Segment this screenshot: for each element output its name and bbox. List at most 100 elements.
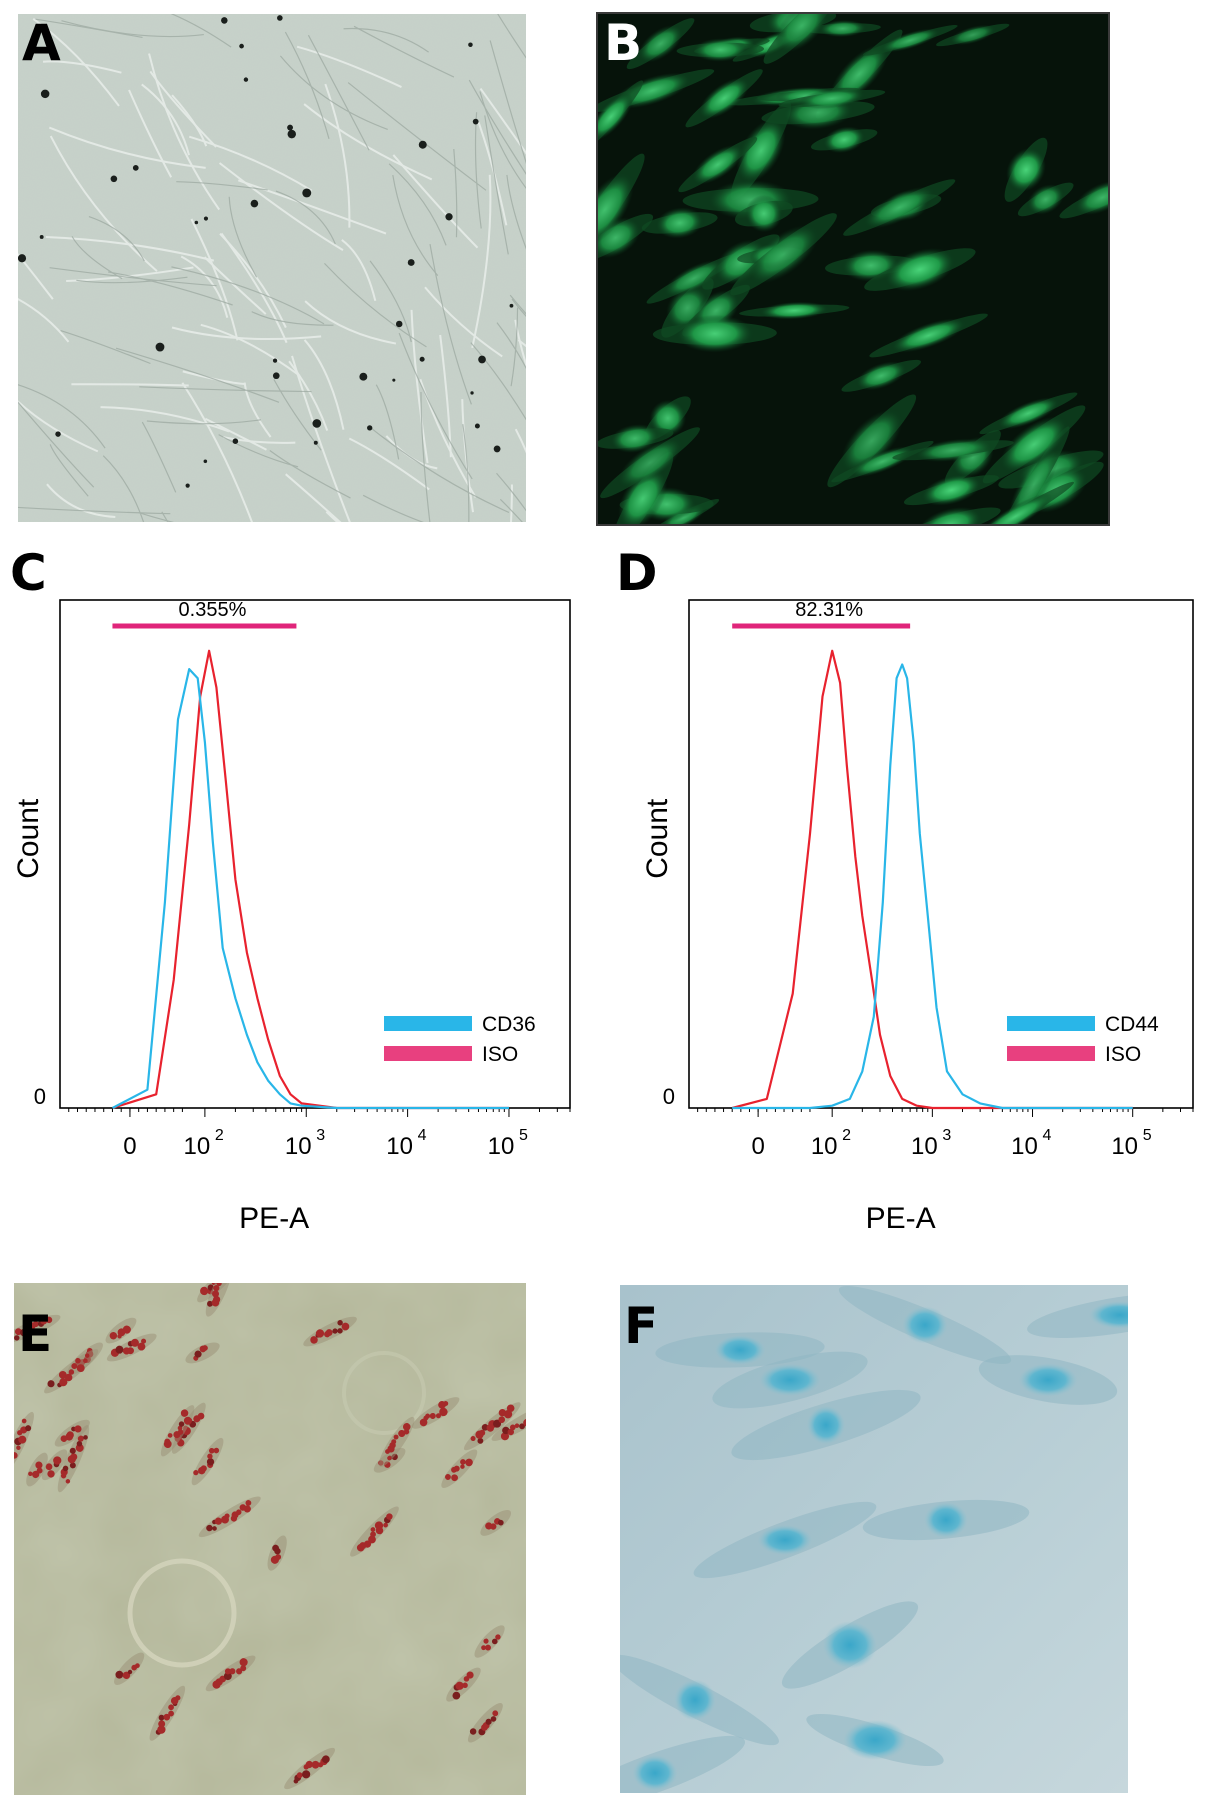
fluorescent-cell: [978, 493, 1053, 526]
lipid-droplet: [202, 1345, 208, 1351]
lipid-droplet: [523, 1418, 526, 1427]
lipid-droplet: [167, 1433, 173, 1438]
cell-fiber: [275, 190, 336, 245]
lipid-droplet: [214, 1517, 223, 1525]
cell-fiber: [139, 386, 312, 393]
cell-fiber: [288, 360, 329, 431]
debris-dot: [395, 320, 403, 328]
legend-label-cd44: CD44: [1105, 1013, 1159, 1036]
panel-f-micrograph: F: [620, 1285, 1128, 1793]
lipid-droplet: [519, 1423, 525, 1430]
cell-fiber: [388, 163, 447, 246]
x-tick-exponent: 3: [316, 1127, 325, 1144]
panel-d-label: D: [616, 544, 658, 602]
debris-dot: [468, 42, 473, 48]
lipid-droplet: [439, 1407, 448, 1417]
legend-swatch-iso: [384, 1046, 472, 1061]
x-tick-exponent: 3: [942, 1127, 951, 1144]
fluorescent-cell: [850, 446, 915, 478]
fluorescent-cell: [1027, 184, 1065, 215]
lipid-droplet: [163, 1713, 171, 1721]
lipid-droplet: [370, 1531, 376, 1538]
lipid-laden-cell: [411, 1397, 460, 1429]
lipid-droplet: [25, 1425, 32, 1432]
lipid-droplet: [212, 1295, 221, 1304]
cell-fiber: [429, 243, 472, 405]
lipid-laden-cell: [474, 1625, 505, 1658]
lipid-laden-cell: [149, 1685, 186, 1741]
cell-fiber: [353, 25, 455, 78]
debris-dot: [232, 438, 239, 444]
cell-fiber: [222, 436, 296, 444]
debris-dot: [472, 118, 479, 125]
panel-e-label: E: [18, 1305, 53, 1363]
lipid-droplet: [374, 1521, 384, 1530]
lipid-droplet: [16, 1445, 21, 1450]
debris-dot: [203, 216, 209, 221]
stained-cell: [924, 1501, 968, 1539]
lipid-droplet: [109, 1331, 118, 1340]
debris-dot: [478, 355, 486, 364]
lipid-droplet: [212, 1526, 217, 1531]
lipid-laden-cell: [441, 1449, 478, 1488]
lipid-laden-cell: [267, 1535, 287, 1571]
debris-dot: [18, 254, 27, 263]
lipid-droplet: [485, 1644, 491, 1651]
cell-fiber: [138, 512, 175, 522]
fluorescent-cell: [863, 186, 935, 229]
cell-fiber: [100, 406, 230, 433]
fluorescent-cell: [798, 88, 866, 110]
x-axis-label: PE-A: [239, 1202, 309, 1235]
fluorescent-cell: [997, 397, 1060, 430]
lipid-droplet: [71, 1363, 78, 1370]
lipid-droplet: [76, 1440, 83, 1447]
lipid-droplet: [402, 1423, 411, 1431]
lipid-droplet: [497, 1519, 504, 1526]
fluorescent-cell: [610, 424, 660, 453]
lipid-laden-cell: [185, 1342, 220, 1364]
legend-label-iso: ISO: [1105, 1043, 1141, 1066]
cell-fiber: [398, 332, 473, 480]
lipid-droplet: [35, 1461, 43, 1469]
panel-a-micrograph: A: [18, 14, 526, 522]
cell-fiber: [61, 20, 204, 38]
x-tick-label: 0: [123, 1133, 136, 1160]
cell-fiber: [190, 218, 239, 341]
lipid-droplet: [452, 1691, 461, 1700]
lipid-droplet: [115, 1345, 124, 1354]
cell-fiber: [42, 60, 122, 74]
debris-dot: [132, 164, 139, 171]
legend-swatch-cd44: [1007, 1016, 1095, 1031]
cell-fiber: [296, 45, 402, 88]
lipid-droplet: [53, 1456, 62, 1465]
cell-fiber: [484, 115, 509, 255]
lipid-laden-cell: [114, 1652, 145, 1685]
debris-dot: [203, 459, 208, 464]
lipid-droplet: [83, 1435, 88, 1440]
lipid-laden-cell: [303, 1316, 357, 1347]
cell-fiber: [88, 215, 145, 262]
lipid-droplet: [206, 1524, 213, 1532]
x-tick-label: 10: [386, 1133, 413, 1160]
lipid-droplet: [229, 1668, 236, 1675]
lipid-droplet: [325, 1329, 333, 1336]
lipid-droplet: [240, 1665, 247, 1672]
series-line-cd44: [732, 663, 1133, 1110]
lipid-droplet: [485, 1718, 492, 1725]
x-tick-label: 10: [811, 1133, 838, 1160]
cell-fiber: [176, 181, 268, 191]
lipid-droplet: [197, 1412, 205, 1420]
lipid-laden-cell: [198, 1496, 261, 1538]
lipid-laden-cell: [480, 1509, 512, 1536]
series-line-iso: [731, 649, 1133, 1110]
x-axis-label: PE-A: [866, 1202, 936, 1235]
fluorescent-cell: [823, 126, 866, 154]
lipid-laden-cell: [467, 1703, 503, 1743]
x-tick-exponent: 4: [418, 1127, 427, 1144]
lipid-droplet: [310, 1336, 318, 1344]
panel-a-label: A: [22, 14, 61, 72]
cell-fiber: [146, 419, 262, 425]
lipid-droplet: [84, 1353, 90, 1358]
lipid-droplet: [368, 1535, 376, 1544]
cell-fiber: [76, 276, 188, 284]
